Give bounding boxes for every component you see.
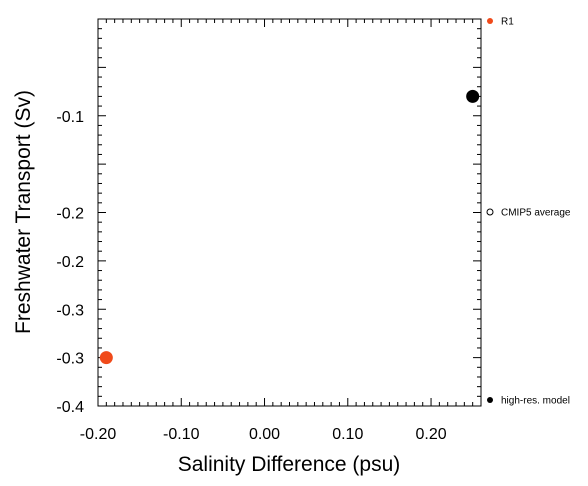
x-tick-label: 0.10 [332, 426, 363, 443]
data-point [466, 89, 480, 103]
x-tick-labels: -0.20 -0.10 0.00 0.10 0.20 [80, 426, 447, 443]
x-tick-label: -0.10 [163, 426, 200, 443]
y-tick-label: -0.1 [56, 109, 84, 126]
legend-marker [487, 18, 493, 24]
y-tick-label: -0.3 [56, 302, 84, 319]
x-axis-title: Salinity Difference (psu) [178, 453, 401, 476]
legend-label: CMIP5 average [501, 208, 571, 219]
y-tick-label: -0.4 [56, 399, 84, 416]
legend-label: R1 [501, 17, 514, 28]
data-point [99, 351, 113, 365]
legend-marker [487, 397, 493, 403]
x-tick-label: 0.00 [249, 426, 280, 443]
x-tick-label: 0.20 [415, 426, 446, 443]
y-tick-label: -0.2 [56, 254, 84, 271]
y-tick-label: -0.3 [56, 351, 84, 368]
y-tick-labels: -0.4 -0.3 -0.3 -0.2 -0.2 -0.1 [56, 109, 84, 416]
y-axis-title: Freshwater Transport (Sv) [12, 90, 35, 334]
data-points [99, 89, 480, 365]
x-tick-label: -0.20 [80, 426, 117, 443]
legend-marker [486, 208, 494, 216]
legend: R1 CMIP5 average high-res. model [486, 17, 571, 407]
axis-ticks [97, 18, 482, 407]
legend-label: high-res. model [501, 396, 570, 407]
plot-frame [97, 18, 482, 407]
y-tick-label: -0.2 [56, 206, 84, 223]
